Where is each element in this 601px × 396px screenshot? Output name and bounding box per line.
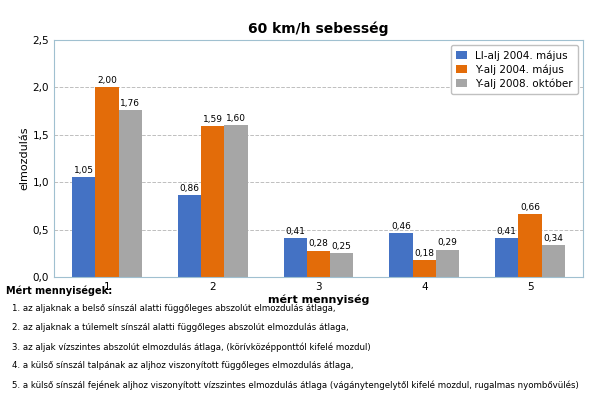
Text: 1,60: 1,60 bbox=[226, 114, 246, 123]
Text: 5. a külső sínszál fejének aljhoz viszonyított vízszintes elmozdulás átlaga (vág: 5. a külső sínszál fejének aljhoz viszon… bbox=[12, 380, 579, 390]
Text: 0,34: 0,34 bbox=[543, 234, 563, 242]
Text: 0,66: 0,66 bbox=[520, 203, 540, 212]
Title: 60 km/h sebesség: 60 km/h sebesség bbox=[248, 21, 389, 36]
Bar bbox=[118, 110, 142, 277]
Text: 0,18: 0,18 bbox=[414, 249, 435, 258]
Text: 0,25: 0,25 bbox=[332, 242, 352, 251]
Text: 0,41: 0,41 bbox=[285, 227, 305, 236]
Bar bbox=[413, 260, 436, 277]
Bar bbox=[330, 253, 353, 277]
Bar bbox=[542, 245, 565, 277]
Bar bbox=[178, 196, 201, 277]
Bar bbox=[519, 215, 542, 277]
Legend: LI-alj 2004. május, Y-alj 2004. május, Y-alj 2008. október: LI-alj 2004. május, Y-alj 2004. május, Y… bbox=[451, 45, 578, 94]
Text: 1,05: 1,05 bbox=[74, 166, 94, 175]
Bar bbox=[436, 249, 459, 277]
Text: 1. az aljaknak a belső sínszál alatti függőleges abszolút elmozdulás átlaga,: 1. az aljaknak a belső sínszál alatti fü… bbox=[12, 304, 335, 313]
Bar bbox=[224, 125, 248, 277]
Text: 2,00: 2,00 bbox=[97, 76, 117, 85]
Text: 0,86: 0,86 bbox=[180, 184, 200, 193]
Text: 1,59: 1,59 bbox=[203, 115, 223, 124]
Bar bbox=[284, 238, 307, 277]
Y-axis label: elmozdulás: elmozdulás bbox=[20, 127, 30, 190]
Text: 1,76: 1,76 bbox=[120, 99, 140, 108]
Bar bbox=[96, 87, 118, 277]
Text: 0,46: 0,46 bbox=[391, 222, 411, 231]
Text: 0,29: 0,29 bbox=[438, 238, 457, 247]
Bar bbox=[201, 126, 224, 277]
Text: 3. az aljak vízszintes abszolút elmozdulás átlaga, (körívközépponttól kifelé moz: 3. az aljak vízszintes abszolút elmozdul… bbox=[12, 342, 371, 352]
Text: 0,28: 0,28 bbox=[308, 239, 329, 248]
Text: 4. a külső sínszál talpának az aljhoz viszonyított függőleges elmozdulás átlaga,: 4. a külső sínszál talpának az aljhoz vi… bbox=[12, 361, 353, 370]
Text: 2. az aljaknak a túlemelt sínszál alatti függőleges abszolút elmozdulás átlaga,: 2. az aljaknak a túlemelt sínszál alatti… bbox=[12, 323, 349, 332]
Text: 0,41: 0,41 bbox=[497, 227, 517, 236]
Bar bbox=[495, 238, 519, 277]
Bar bbox=[389, 234, 413, 277]
Bar bbox=[72, 177, 96, 277]
Bar bbox=[307, 251, 330, 277]
X-axis label: mért mennyiség: mért mennyiség bbox=[268, 295, 369, 305]
Text: Mért mennyiségek:: Mért mennyiségek: bbox=[6, 285, 112, 296]
